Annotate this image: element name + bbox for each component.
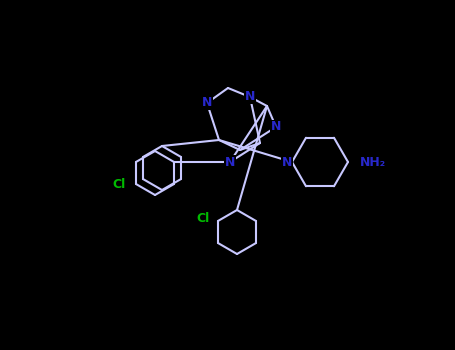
Text: N: N	[282, 155, 292, 168]
Text: N: N	[225, 155, 235, 168]
Text: N: N	[202, 97, 212, 110]
Text: N: N	[271, 120, 281, 133]
Text: Cl: Cl	[113, 177, 126, 190]
Text: N: N	[245, 91, 255, 104]
Text: NH₂: NH₂	[360, 155, 386, 168]
Text: Cl: Cl	[197, 212, 210, 225]
